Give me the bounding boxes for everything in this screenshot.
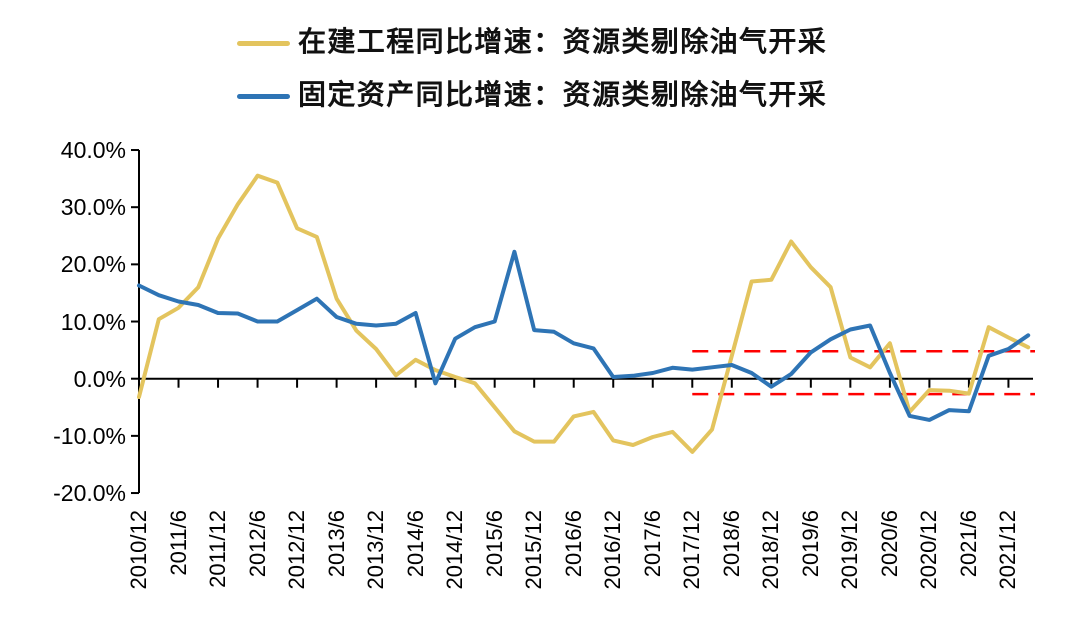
- x-axis-tick-label: 2021/12: [995, 510, 1021, 590]
- legend-label-construction-in-progress: 在建工程同比增速：资源类剔除油气开采: [298, 27, 828, 58]
- x-axis-tick-label: 2015/6: [481, 510, 507, 578]
- x-axis-tick-label: 2021/6: [955, 510, 981, 578]
- x-axis-tick-label: 2012/6: [244, 510, 270, 578]
- x-axis-tick-label: 2018/6: [718, 510, 744, 578]
- chart-legend: 在建工程同比增速：资源类剔除油气开采 固定资产同比增速：资源类剔除油气开采: [237, 23, 827, 116]
- x-axis-tick-label: 2017/6: [639, 510, 665, 578]
- y-axis-tick-label: -10.0%: [53, 422, 126, 449]
- legend-label-fixed-assets: 固定资产同比增速：资源类剔除油气开采: [298, 80, 828, 111]
- x-axis-tick-label: 2011/6: [165, 510, 191, 576]
- x-axis-tick-label: 2018/12: [758, 510, 784, 590]
- y-axis-tick-label: 20.0%: [60, 251, 126, 278]
- x-axis-tick-label: 2010/12: [126, 510, 151, 590]
- x-axis-tick-label: 2013/12: [363, 510, 389, 590]
- x-axis-tick-label: 2016/12: [600, 510, 626, 590]
- series-line-fixed-assets: [137, 249, 1031, 422]
- x-axis-tick-label: 2019/12: [837, 510, 863, 590]
- legend-item-fixed-assets: 固定资产同比增速：资源类剔除油气开采: [237, 76, 827, 116]
- x-axis-tick-label: 2017/12: [679, 510, 705, 590]
- x-axis-tick-label: 2012/12: [284, 510, 310, 590]
- x-axis-tick-label: 2016/6: [560, 510, 586, 578]
- y-axis-tick-label: 30.0%: [60, 194, 126, 221]
- x-axis-tick-label: 2020/12: [916, 510, 942, 590]
- legend-line-swatch-yellow: [237, 40, 290, 46]
- legend-line-swatch-blue: [237, 93, 290, 99]
- x-axis-tick-label: 2013/6: [323, 510, 349, 578]
- legend-item-construction-in-progress: 在建工程同比增速：资源类剔除油气开采: [237, 23, 827, 63]
- x-axis-tick-label: 2014/6: [402, 510, 428, 578]
- x-axis-tick-label: 2015/12: [521, 510, 547, 590]
- series-line-construction-in-progress: [137, 173, 1031, 454]
- x-axis-tick-label: 2020/6: [876, 510, 902, 578]
- y-axis-tick-label: -20.0%: [53, 480, 126, 507]
- x-axis-tick-label: 2011/12: [205, 510, 231, 588]
- y-axis-tick-label: 40.0%: [60, 137, 126, 164]
- x-axis-tick-label: 2014/12: [442, 510, 468, 590]
- y-axis-tick-label: 0.0%: [73, 365, 126, 392]
- y-axis-tick-label: 10.0%: [60, 308, 126, 335]
- x-axis-tick-label: 2019/6: [797, 510, 823, 578]
